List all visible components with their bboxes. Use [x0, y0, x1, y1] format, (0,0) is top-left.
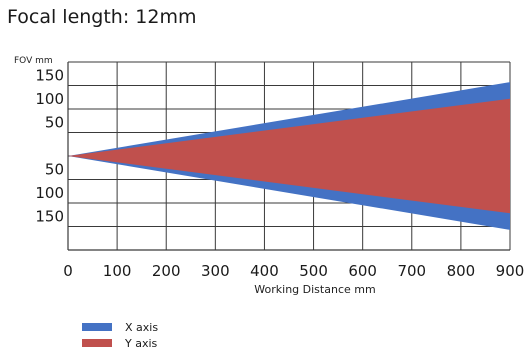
x-tick-label: 400 [250, 262, 279, 280]
y-axis-label: FOV mm [14, 56, 53, 66]
tick-labels: 0 100 200 300 400 500 600 700 800 900 150 100 50 50 10… [35, 67, 524, 281]
chart-title: Focal length: 12mm [7, 6, 197, 28]
legend-swatch-x-axis [82, 323, 112, 331]
y-tick-label: 100 [35, 90, 64, 108]
legend: X axis Y axis [82, 319, 158, 351]
x-tick-label: 800 [447, 262, 476, 280]
y-tick-label: 150 [35, 208, 64, 226]
x-tick-label: 300 [201, 262, 230, 280]
x-tick-label: 0 [63, 262, 73, 280]
legend-item-y-axis: Y axis [82, 335, 158, 351]
axes [67, 62, 510, 251]
x-tick-label: 200 [152, 262, 181, 280]
area-y-axis [68, 98, 510, 214]
legend-label-x-axis: X axis [125, 320, 159, 334]
x-tick-label: 900 [496, 262, 525, 280]
y-tick-label: 100 [35, 184, 64, 202]
x-tick-label: 600 [348, 262, 377, 280]
x-tick-label: 100 [103, 262, 132, 280]
legend-item-x-axis: X axis [82, 319, 158, 335]
fov-chart: 0 100 200 300 400 500 600 700 800 900 150 100 50 50 10… [14, 56, 524, 296]
y-tick-label: 50 [45, 114, 64, 132]
legend-swatch-y-axis [82, 339, 112, 347]
x-tick-label: 700 [397, 262, 426, 280]
x-tick-label: 500 [299, 262, 328, 280]
legend-label-y-axis: Y axis [125, 336, 158, 350]
x-axis-label: Working Distance mm [254, 283, 375, 296]
y-tick-label: 50 [45, 161, 64, 179]
y-tick-label: 150 [35, 67, 64, 85]
data-areas [68, 82, 510, 230]
